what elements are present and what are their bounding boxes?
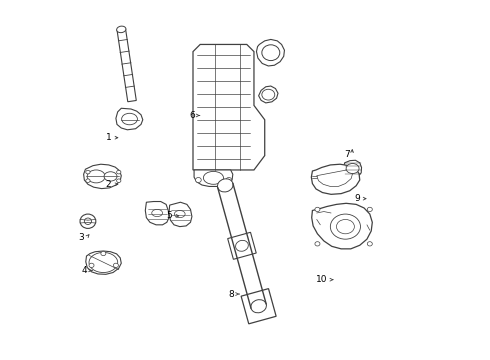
Ellipse shape (174, 211, 185, 218)
Ellipse shape (84, 218, 92, 225)
Polygon shape (311, 164, 360, 194)
Text: 1: 1 (105, 133, 111, 142)
Polygon shape (86, 251, 122, 274)
Text: 5: 5 (167, 211, 172, 220)
Ellipse shape (117, 26, 126, 33)
Ellipse shape (251, 300, 267, 313)
Polygon shape (317, 169, 353, 186)
Polygon shape (228, 232, 256, 259)
Ellipse shape (113, 263, 119, 267)
Ellipse shape (117, 179, 121, 183)
Ellipse shape (218, 179, 233, 192)
Ellipse shape (87, 170, 105, 183)
Ellipse shape (89, 263, 94, 267)
Text: 9: 9 (354, 194, 360, 203)
Ellipse shape (152, 210, 163, 217)
Ellipse shape (262, 45, 280, 60)
Ellipse shape (262, 89, 275, 100)
Ellipse shape (315, 242, 320, 246)
Ellipse shape (346, 163, 359, 174)
Polygon shape (117, 29, 136, 102)
Ellipse shape (330, 214, 361, 239)
Polygon shape (169, 202, 192, 226)
Polygon shape (256, 40, 285, 66)
Ellipse shape (117, 170, 121, 174)
Ellipse shape (196, 177, 201, 183)
Ellipse shape (89, 252, 118, 273)
Ellipse shape (315, 207, 320, 212)
Text: 6: 6 (189, 111, 195, 120)
Text: 2: 2 (106, 180, 111, 189)
Text: 7: 7 (344, 150, 350, 159)
Text: 8: 8 (228, 289, 234, 298)
Polygon shape (146, 202, 169, 225)
Polygon shape (84, 164, 122, 189)
Text: 4: 4 (82, 266, 87, 275)
Ellipse shape (337, 220, 354, 234)
Ellipse shape (368, 242, 372, 246)
Ellipse shape (236, 240, 248, 251)
Ellipse shape (122, 113, 137, 125)
Ellipse shape (368, 207, 372, 212)
Text: 3: 3 (78, 233, 84, 242)
Ellipse shape (86, 170, 90, 174)
Polygon shape (116, 108, 143, 130)
Polygon shape (241, 289, 276, 324)
Polygon shape (343, 160, 362, 177)
Ellipse shape (203, 171, 223, 184)
Ellipse shape (226, 177, 232, 183)
Polygon shape (193, 44, 265, 170)
Ellipse shape (86, 179, 90, 183)
Polygon shape (194, 170, 233, 186)
Polygon shape (259, 86, 278, 103)
Ellipse shape (104, 172, 117, 181)
Ellipse shape (101, 251, 106, 256)
Ellipse shape (80, 214, 96, 228)
Polygon shape (312, 203, 372, 249)
Text: 10: 10 (316, 275, 327, 284)
